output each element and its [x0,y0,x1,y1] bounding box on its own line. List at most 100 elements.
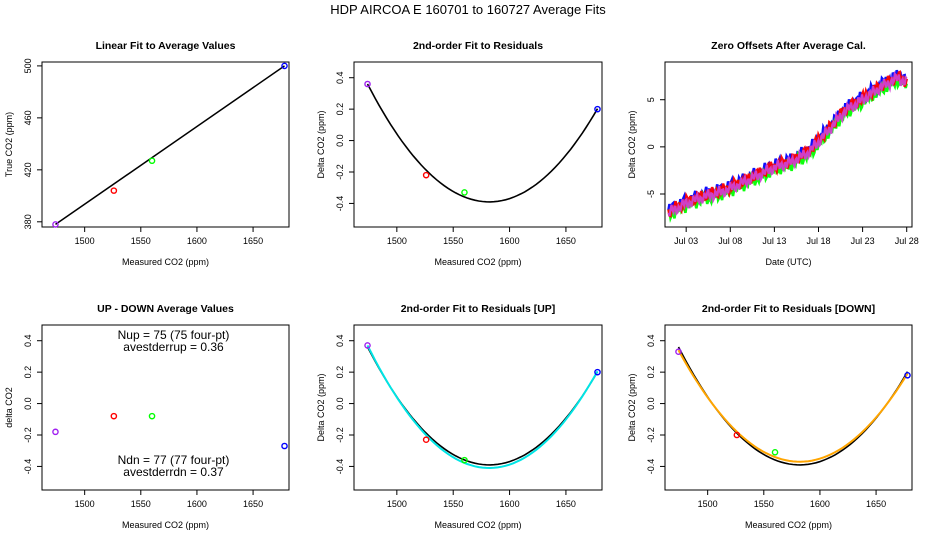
plot-frame [664,61,913,228]
plot-frame [41,324,290,491]
up-fit-curve [366,344,599,470]
y-axis-label: Delta CO2 (ppm) [316,373,326,441]
series-line-magenta [667,70,908,217]
data-point [148,412,156,420]
y-axis-label: Delta CO2 (ppm) [627,373,637,441]
x-tick-label: 1500 [387,499,407,509]
x-tick-label: 1600 [500,499,520,509]
y-tick-label: 380 [23,214,33,229]
x-tick-label: 1650 [556,499,576,509]
y-tick-label: 0.4 [335,334,345,347]
data-point [904,371,911,379]
data-point [594,105,601,113]
x-tick-label: 1650 [866,499,886,509]
annotation-nup: Nup = 75 (75 four-pt) [118,328,230,342]
y-tick-label: 0.2 [335,103,345,116]
x-tick-label: 1550 [443,499,463,509]
x-tick-label: Jul 13 [762,236,786,246]
x-tick-label: 1500 [75,236,95,246]
chart-panel-6: 2nd-order Fit to Residuals [DOWN] Measure… [627,303,913,530]
x-tick-label: 1500 [75,499,95,509]
y-tick-label: -0.4 [335,459,345,475]
x-axis-label: Date (UTC) [765,257,811,267]
data-point [364,80,371,88]
annotation-avestderrup: avestderrup = 0.36 [123,340,224,354]
chart-panel-5: 2nd-order Fit to Residuals [UP] Measured … [316,303,603,530]
chart-title: UP - DOWN Average Values [97,303,234,315]
chart-panel-4: UP - DOWN Average Values Measured CO2 (pp… [4,303,290,530]
data-point [422,171,430,179]
y-tick-label: 0.0 [335,397,345,410]
chart-title: 2nd-order Fit to Residuals [DOWN] [702,303,875,315]
y-axis-label: Delta CO2 (ppm) [627,110,637,178]
plot-frame [664,324,913,491]
data-point [281,442,288,450]
x-tick-label: 1550 [754,499,774,509]
y-axis-label: True CO2 (ppm) [4,112,14,177]
y-axis-label: Delta CO2 (ppm) [316,110,326,178]
y-axis-label: delta CO2 [4,387,14,428]
data-point [771,448,779,456]
y-tick-label: 0.2 [335,366,345,379]
x-tick-label: 1550 [131,236,151,246]
data-point [461,189,468,196]
x-axis-label: Measured CO2 (ppm) [122,257,209,267]
y-tick-label: 0.4 [23,334,33,347]
y-tick-label: -0.4 [335,196,345,212]
x-tick-label: 1600 [187,499,207,509]
x-tick-label: Jul 18 [806,236,830,246]
x-tick-label: 1600 [500,236,520,246]
data-point [675,348,682,356]
data-point [110,187,118,194]
y-tick-label: -0.2 [335,164,345,180]
plot-frame [41,61,290,228]
y-tick-label: 5 [646,97,656,102]
y-tick-label: 0.2 [23,366,33,379]
x-tick-label: Jul 23 [851,236,875,246]
y-tick-label: 500 [23,58,33,73]
x-axis-label: Measured CO2 (ppm) [434,520,521,530]
chart-title: Zero Offsets After Average Cal. [711,40,866,52]
fit-curve [366,83,599,203]
data-point [422,436,430,444]
y-tick-label: 0.4 [335,71,345,84]
data-point [733,431,741,439]
annotation-avestderrdn: avestderrdn = 0.37 [123,465,224,479]
y-tick-label: -0.2 [335,427,345,443]
chart-panel-3: Zero Offsets After Average Cal. Date (UTC… [627,40,919,267]
y-tick-label: -0.2 [23,427,33,443]
y-tick-label: 0 [646,144,656,149]
y-tick-label: 0.4 [646,334,656,347]
main-title: HDP AIRCOA E 160701 to 160727 Average Fi… [330,2,606,17]
panels: Linear Fit to Average Values Measured CO2… [4,40,919,530]
chart-panel-2: 2nd-order Fit to Residuals Measured CO2 (… [316,40,603,267]
chart-title: Linear Fit to Average Values [96,40,236,52]
x-tick-label: 1600 [810,499,830,509]
x-tick-label: 1550 [443,236,463,246]
y-tick-label: 420 [23,162,33,177]
data-point [594,368,601,376]
data-point [52,428,59,436]
chart-title: 2nd-order Fit to Residuals [413,40,543,52]
x-axis-label: Measured CO2 (ppm) [434,257,521,267]
y-tick-label: -0.2 [646,427,656,443]
data-point [461,456,468,464]
x-tick-label: 1650 [556,236,576,246]
y-tick-label: 0.0 [23,397,33,410]
y-tick-label: 0.2 [646,366,656,379]
x-tick-label: 1500 [387,236,407,246]
y-tick-label: -0.4 [23,459,33,475]
x-tick-label: Jul 03 [674,236,698,246]
x-tick-label: 1650 [243,236,263,246]
plot-frame [353,324,603,491]
y-tick-label: 460 [23,110,33,125]
x-axis-label: Measured CO2 (ppm) [745,520,832,530]
y-tick-label: -5 [646,190,656,198]
y-tick-label: -0.4 [646,459,656,475]
fit-line [55,65,285,226]
x-tick-label: 1650 [243,499,263,509]
x-tick-label: 1600 [187,236,207,246]
x-tick-label: 1500 [698,499,718,509]
x-tick-label: 1550 [131,499,151,509]
